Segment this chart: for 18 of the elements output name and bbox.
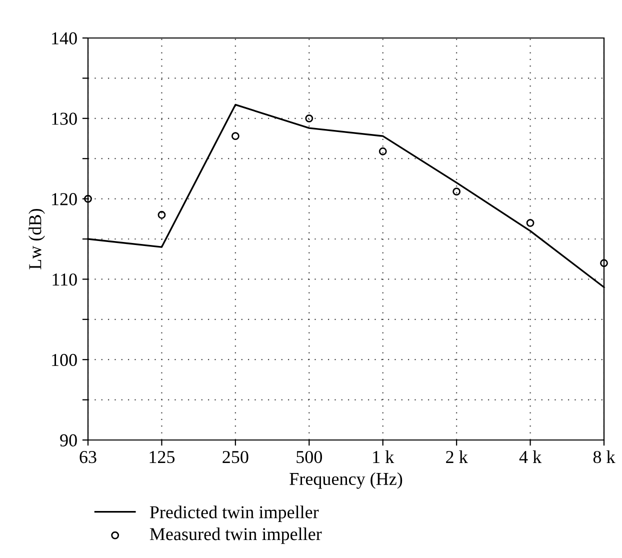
x-tick-label: 125 xyxy=(150,450,175,464)
x-tick-label: 1 k xyxy=(373,450,394,463)
y-tick-label: 100 xyxy=(52,354,77,366)
x-axis-title: Frequency (Hz) xyxy=(290,472,402,489)
y-tick-label: 120 xyxy=(52,193,77,206)
x-tick-label: 2 k xyxy=(446,450,468,463)
legend-label: Measured twin impeller xyxy=(150,528,322,544)
y-tick-label: 90 xyxy=(60,434,77,446)
x-tick-label: 500 xyxy=(296,450,322,464)
y-tick-label: 110 xyxy=(52,273,77,286)
x-tick-label: 63 xyxy=(80,450,96,464)
y-axis-title: Lw (dB) xyxy=(28,208,45,270)
y-tick-label: 140 xyxy=(52,32,77,44)
x-tick-label: 4 k xyxy=(519,450,542,463)
legend-label: Predicted twin impeller xyxy=(150,506,319,522)
x-tick-label: 8 k xyxy=(593,450,616,464)
y-tick-label: 130 xyxy=(52,112,77,125)
x-tick-label: 250 xyxy=(222,450,248,464)
